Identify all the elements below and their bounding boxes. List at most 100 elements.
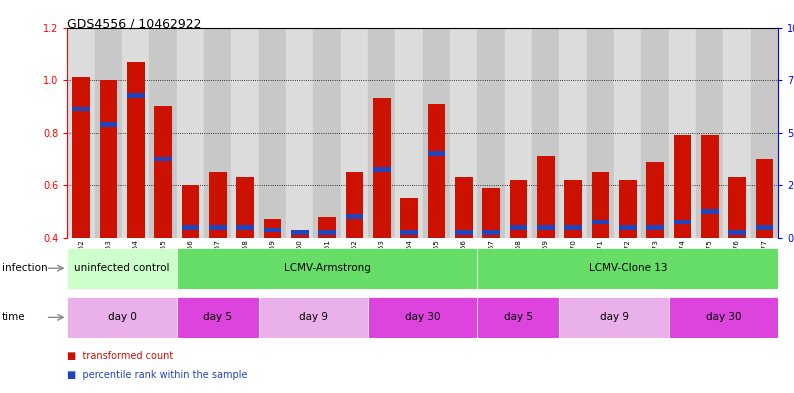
Text: day 30: day 30 [405, 312, 441, 322]
Bar [259, 28, 286, 238]
Bar [154, 156, 172, 161]
Bar [232, 28, 259, 238]
Bar [751, 28, 778, 238]
Bar [560, 28, 587, 238]
Bar [450, 28, 477, 238]
Bar [264, 219, 281, 238]
Bar [286, 28, 314, 238]
Text: infection: infection [2, 263, 47, 273]
Text: ■  percentile rank within the sample: ■ percentile rank within the sample [67, 369, 248, 380]
Bar [669, 28, 696, 238]
Bar [99, 122, 118, 127]
Bar [67, 248, 177, 289]
Bar [209, 225, 227, 230]
Bar [127, 62, 145, 238]
Bar [592, 220, 609, 224]
Bar [673, 135, 692, 238]
Bar [209, 172, 227, 238]
Bar [723, 28, 751, 238]
Bar [477, 248, 778, 289]
Bar [373, 167, 391, 172]
Bar [592, 172, 609, 238]
Bar [646, 225, 664, 230]
Bar [510, 225, 527, 230]
Bar [373, 99, 391, 238]
Bar [182, 225, 199, 230]
Bar [560, 297, 669, 338]
Bar [154, 107, 172, 238]
Bar [72, 107, 90, 111]
Text: day 9: day 9 [299, 312, 328, 322]
Bar [642, 28, 669, 238]
Bar [94, 28, 122, 238]
Text: LCMV-Clone 13: LCMV-Clone 13 [588, 263, 667, 273]
Bar [696, 28, 723, 238]
Bar [669, 297, 778, 338]
Bar [532, 28, 560, 238]
Text: day 30: day 30 [706, 312, 742, 322]
Bar [400, 198, 418, 238]
Bar [395, 28, 423, 238]
Bar [728, 230, 746, 235]
Bar [177, 248, 477, 289]
Bar [455, 230, 472, 235]
Bar [314, 28, 341, 238]
Bar [291, 230, 309, 235]
Bar [204, 28, 232, 238]
Bar [477, 28, 505, 238]
Bar [565, 180, 582, 238]
Bar [482, 230, 500, 235]
Bar [345, 172, 364, 238]
Bar [182, 185, 199, 238]
Bar [67, 28, 94, 238]
Bar [423, 28, 450, 238]
Bar [455, 177, 472, 238]
Bar [259, 297, 368, 338]
Bar [149, 28, 177, 238]
Bar [510, 180, 527, 238]
Text: LCMV-Armstrong: LCMV-Armstrong [283, 263, 371, 273]
Bar [400, 230, 418, 235]
Bar [341, 28, 368, 238]
Text: time: time [2, 312, 25, 322]
Bar [177, 297, 259, 338]
Bar [505, 28, 532, 238]
Bar [291, 233, 309, 238]
Bar [756, 159, 773, 238]
Bar [619, 225, 637, 230]
Bar [318, 230, 336, 235]
Text: day 5: day 5 [203, 312, 233, 322]
Bar [67, 297, 177, 338]
Bar [72, 77, 90, 238]
Text: day 9: day 9 [599, 312, 629, 322]
Bar [537, 156, 555, 238]
Text: day 5: day 5 [504, 312, 533, 322]
Bar [565, 225, 582, 230]
Bar [614, 28, 642, 238]
Text: GDS4556 / 10462922: GDS4556 / 10462922 [67, 18, 202, 31]
Text: uninfected control: uninfected control [75, 263, 170, 273]
Bar [127, 94, 145, 98]
Bar [428, 104, 445, 238]
Bar [728, 177, 746, 238]
Bar [122, 28, 149, 238]
Text: day 0: day 0 [108, 312, 137, 322]
Bar [646, 162, 664, 238]
Bar [477, 297, 560, 338]
Bar [368, 297, 477, 338]
Bar [537, 225, 555, 230]
Bar [368, 28, 395, 238]
Bar [619, 180, 637, 238]
Bar [237, 177, 254, 238]
Bar [701, 135, 719, 238]
Bar [99, 80, 118, 238]
Bar [237, 225, 254, 230]
Bar [701, 209, 719, 214]
Text: ■  transformed count: ■ transformed count [67, 351, 174, 361]
Bar [264, 228, 281, 232]
Bar [756, 225, 773, 230]
Bar [177, 28, 204, 238]
Bar [345, 214, 364, 219]
Bar [428, 151, 445, 156]
Bar [482, 188, 500, 238]
